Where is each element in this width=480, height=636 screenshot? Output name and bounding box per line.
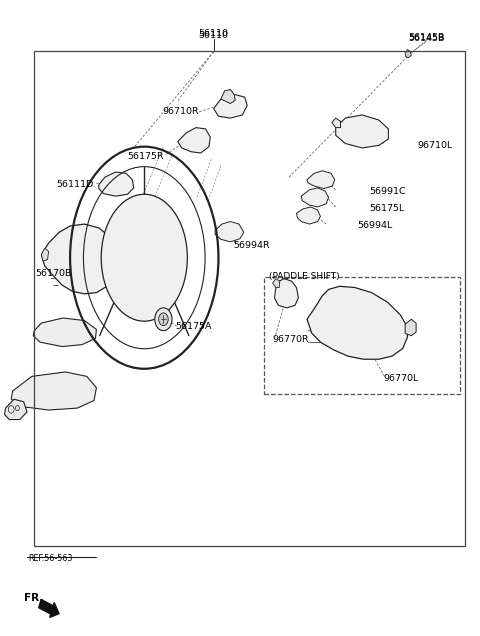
Text: 56994L: 56994L bbox=[357, 221, 393, 230]
Polygon shape bbox=[336, 115, 388, 148]
Text: 56175A: 56175A bbox=[175, 322, 212, 331]
Polygon shape bbox=[214, 95, 247, 118]
Text: 56994R: 56994R bbox=[233, 240, 269, 249]
Polygon shape bbox=[11, 372, 96, 410]
Polygon shape bbox=[301, 188, 328, 207]
Text: REF.56-563: REF.56-563 bbox=[28, 554, 73, 563]
Text: 56145B: 56145B bbox=[408, 34, 445, 43]
Text: 96710L: 96710L bbox=[417, 141, 452, 150]
Polygon shape bbox=[178, 128, 210, 153]
Text: 56110: 56110 bbox=[199, 31, 228, 40]
Polygon shape bbox=[215, 221, 244, 242]
Polygon shape bbox=[405, 50, 411, 58]
Polygon shape bbox=[273, 279, 280, 287]
FancyArrow shape bbox=[39, 600, 59, 618]
Text: 56110: 56110 bbox=[199, 29, 228, 38]
Polygon shape bbox=[221, 90, 235, 104]
Ellipse shape bbox=[101, 194, 187, 321]
Text: 56170B: 56170B bbox=[35, 269, 72, 278]
Circle shape bbox=[158, 313, 168, 326]
Text: 96770L: 96770L bbox=[384, 374, 419, 383]
Text: 56175R: 56175R bbox=[127, 151, 163, 161]
Polygon shape bbox=[41, 248, 48, 261]
Polygon shape bbox=[4, 399, 27, 420]
Text: 96770R: 96770R bbox=[273, 335, 309, 344]
Polygon shape bbox=[99, 172, 134, 196]
Circle shape bbox=[155, 308, 172, 331]
Text: 56991C: 56991C bbox=[369, 186, 406, 196]
Polygon shape bbox=[307, 286, 408, 359]
Polygon shape bbox=[405, 319, 416, 336]
Polygon shape bbox=[307, 171, 335, 188]
Polygon shape bbox=[41, 224, 118, 294]
Polygon shape bbox=[332, 118, 340, 128]
Polygon shape bbox=[297, 207, 321, 224]
Text: 96710R: 96710R bbox=[163, 107, 199, 116]
Text: 56175L: 56175L bbox=[369, 204, 405, 213]
Polygon shape bbox=[275, 279, 299, 308]
Polygon shape bbox=[33, 318, 96, 347]
Bar bbox=[264, 277, 460, 394]
Text: (PADDLE SHIFT): (PADDLE SHIFT) bbox=[269, 272, 339, 281]
Bar bbox=[34, 52, 465, 546]
Text: FR.: FR. bbox=[24, 593, 43, 604]
Text: 56145B: 56145B bbox=[408, 33, 445, 42]
Text: 56111D: 56111D bbox=[57, 180, 94, 190]
